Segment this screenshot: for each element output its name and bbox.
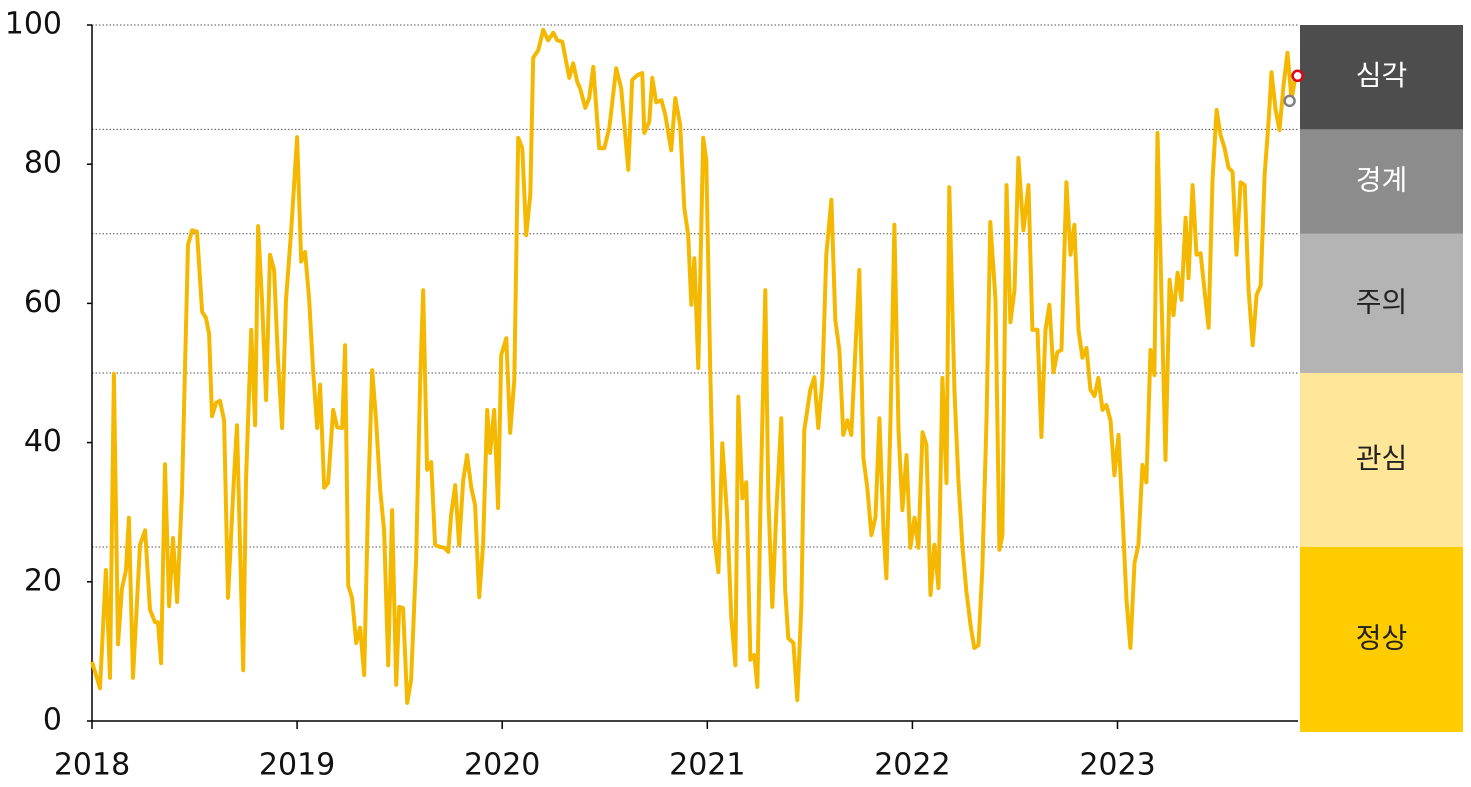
x-tick-label: 2020: [464, 748, 540, 783]
y-tick-label: 60: [24, 285, 62, 320]
band: [1300, 373, 1463, 547]
band-label: 주의: [1356, 285, 1408, 318]
line-series: [90, 27, 1298, 705]
point-marker: [1283, 94, 1296, 108]
band-label: 경계: [1356, 164, 1408, 197]
band: [1300, 547, 1463, 732]
y-tick-label: 40: [24, 424, 62, 459]
band-label: 정상: [1356, 622, 1408, 655]
band-label: 관심: [1356, 442, 1408, 475]
x-tick-label: 2023: [1079, 748, 1155, 783]
y-tick-label: 20: [24, 563, 62, 598]
x-tick-label: 2018: [54, 748, 130, 783]
band-label: 심각: [1356, 59, 1408, 92]
x-tick-label: 2022: [874, 748, 950, 783]
band: [1300, 129, 1463, 234]
band: [1300, 25, 1463, 130]
point-marker: [1291, 69, 1304, 83]
x-tick-label: 2019: [259, 748, 335, 783]
y-tick-label: 0: [43, 703, 62, 738]
band: [1300, 233, 1463, 373]
y-tick-label: 100: [5, 7, 62, 42]
y-tick-label: 80: [24, 146, 62, 181]
x-tick-label: 2021: [669, 748, 745, 783]
